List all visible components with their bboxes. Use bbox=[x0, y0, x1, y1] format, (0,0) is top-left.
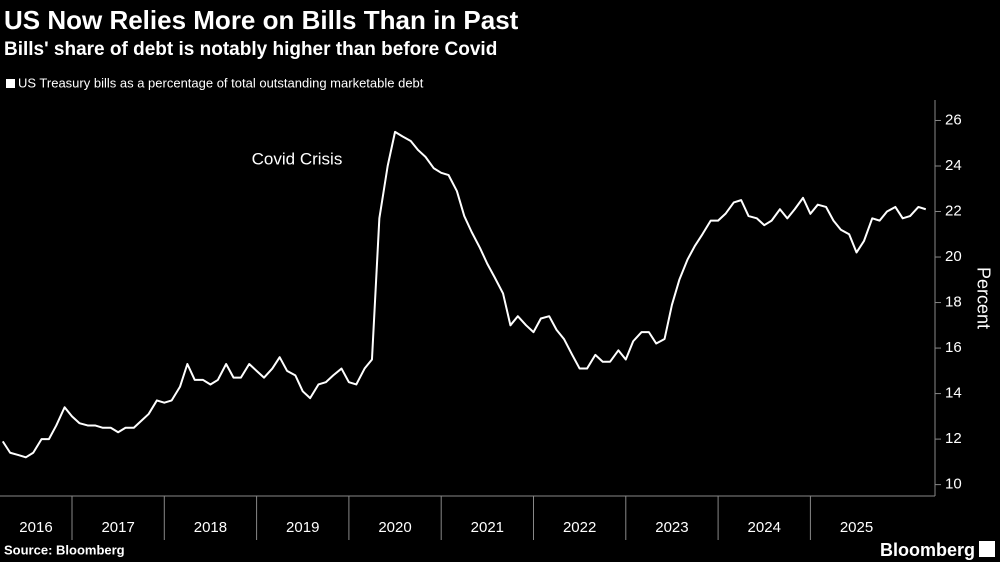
y-axis-title: Percent bbox=[973, 267, 993, 329]
annotation: Covid Crisis bbox=[252, 149, 343, 168]
chart-title: US Now Relies More on Bills Than in Past bbox=[4, 5, 519, 35]
y-tick-label: 10 bbox=[945, 476, 962, 493]
source: Source: Bloomberg bbox=[4, 542, 125, 557]
chart-subtitle: Bills' share of debt is notably higher t… bbox=[4, 39, 497, 60]
y-tick-label: 14 bbox=[945, 385, 962, 402]
x-tick-label: 2020 bbox=[378, 519, 411, 536]
brand-icon bbox=[979, 541, 995, 557]
x-tick-label: 2016 bbox=[19, 519, 52, 536]
y-tick-label: 22 bbox=[945, 202, 962, 219]
y-tick-label: 18 bbox=[945, 294, 962, 311]
x-tick-label: 2019 bbox=[286, 519, 319, 536]
y-tick-label: 20 bbox=[945, 248, 962, 265]
x-tick-label: 2021 bbox=[471, 519, 504, 536]
x-tick-label: 2024 bbox=[748, 519, 781, 536]
legend-label: US Treasury bills as a percentage of tot… bbox=[18, 75, 424, 90]
x-tick-label: 2023 bbox=[655, 519, 688, 536]
brand: Bloomberg bbox=[880, 540, 975, 560]
y-tick-label: 24 bbox=[945, 157, 962, 174]
y-tick-label: 26 bbox=[945, 111, 962, 128]
x-tick-label: 2025 bbox=[840, 519, 873, 536]
x-tick-label: 2017 bbox=[101, 519, 134, 536]
x-tick-label: 2022 bbox=[563, 519, 596, 536]
y-tick-label: 16 bbox=[945, 339, 962, 356]
x-tick-label: 2018 bbox=[194, 519, 227, 536]
y-tick-label: 12 bbox=[945, 430, 962, 447]
legend-swatch bbox=[6, 79, 15, 88]
data-line bbox=[1, 130, 927, 459]
